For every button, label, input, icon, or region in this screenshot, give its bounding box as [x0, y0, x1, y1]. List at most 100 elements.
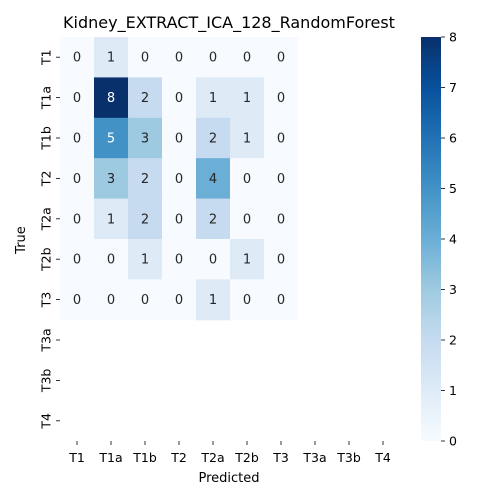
- cell-value: 1: [243, 253, 251, 268]
- x-tick-label: T3: [272, 450, 289, 465]
- heatmap-cell: [94, 198, 129, 240]
- y-tick-label: T1b: [38, 126, 53, 151]
- cell-value: 1: [107, 51, 115, 66]
- cell-value: 0: [243, 51, 251, 66]
- heatmap-cell: [94, 117, 129, 159]
- cell-value: 2: [209, 132, 217, 147]
- heatmap-cell: [60, 198, 95, 240]
- y-tick-label: T3: [38, 292, 53, 309]
- cell-value: 8: [107, 91, 115, 106]
- heatmap-cell: [60, 77, 95, 119]
- heatmap-cell: [128, 158, 163, 200]
- heatmap-cell: [230, 77, 265, 119]
- x-axis-ticks: T1 T1a T1b T2 T2a T2b T3 T3a T3b T4: [68, 441, 391, 465]
- cell-value: 1: [209, 293, 217, 308]
- heatmap-cell: [128, 77, 163, 119]
- heatmap-cell: [230, 239, 265, 280]
- cell-value: 0: [209, 51, 217, 66]
- y-tick-label: T2b: [38, 247, 53, 272]
- cell-value: 0: [107, 253, 115, 268]
- cell-value: 0: [175, 212, 183, 227]
- heatmap-cell: [162, 37, 197, 78]
- cell-value: 0: [277, 253, 285, 268]
- cell-value: 0: [73, 51, 81, 66]
- heatmap-cell: [264, 239, 299, 280]
- heatmap-cell: [60, 158, 95, 200]
- y-tick-label: T3a: [38, 328, 53, 352]
- cell-value: 0: [243, 293, 251, 308]
- cell-value: 0: [73, 253, 81, 268]
- colorbar-tick-label: 6: [449, 131, 457, 146]
- heatmap-cell: [230, 198, 265, 240]
- heatmap-cell: [264, 77, 299, 119]
- heatmap-cell: [230, 279, 265, 321]
- cell-value: 0: [73, 212, 81, 227]
- heatmap-cell: [94, 37, 129, 78]
- cell-value: 0: [209, 253, 217, 268]
- heatmap-cell: [230, 158, 265, 200]
- y-axis-label: True: [14, 226, 29, 255]
- chart-title: Kidney_EXTRACT_ICA_128_RandomForest: [63, 13, 395, 33]
- heatmap-cell: [264, 117, 299, 159]
- y-tick-label: T4: [38, 413, 53, 430]
- colorbar-tick-label: 8: [449, 30, 457, 45]
- cell-value: 0: [141, 293, 149, 308]
- heatmap-cell: [128, 239, 163, 280]
- x-tick-label: T3b: [336, 450, 361, 465]
- heatmap-cell: [162, 279, 197, 321]
- cell-value: 3: [107, 172, 115, 187]
- x-tick-label: T1a: [98, 450, 122, 465]
- cell-value: 0: [141, 51, 149, 66]
- cell-value: 3: [141, 132, 149, 147]
- colorbar-tick-label: 7: [449, 80, 457, 95]
- cell-value: 1: [243, 132, 251, 147]
- x-tick-label: T3a: [302, 450, 326, 465]
- heatmap-cell: [196, 198, 231, 240]
- heatmap-cell: [196, 158, 231, 200]
- cell-value: 0: [107, 293, 115, 308]
- cell-value: 2: [141, 172, 149, 187]
- colorbar-tick-label: 3: [449, 282, 457, 297]
- cell-value: 0: [277, 51, 285, 66]
- cell-value: 0: [243, 172, 251, 187]
- y-tick-label: T1: [38, 49, 53, 66]
- y-tick-label: T2: [38, 171, 53, 188]
- x-tick-label: T4: [374, 450, 391, 465]
- y-tick-label: T2a: [38, 207, 53, 231]
- cell-value: 0: [243, 212, 251, 227]
- cell-value: 2: [209, 212, 217, 227]
- cell-value: 2: [141, 212, 149, 227]
- cell-value: 0: [175, 253, 183, 268]
- heatmap-cell: [264, 198, 299, 240]
- heatmap-cell: [94, 77, 129, 119]
- cell-value: 0: [73, 91, 81, 106]
- heatmap-cell: [196, 279, 231, 321]
- heatmap-cell: [196, 239, 231, 280]
- y-axis-ticks: T1 T1a T1b T2 T2a T2b T3 T3a T3b T4: [38, 49, 60, 430]
- heatmap-cell: [230, 117, 265, 159]
- cell-value: 0: [175, 91, 183, 106]
- cell-value: 0: [277, 91, 285, 106]
- heatmap-cell: [196, 117, 231, 159]
- heatmap-cell: [128, 37, 163, 78]
- heatmap-cell: [162, 239, 197, 280]
- colorbar-ticks: 0 1 2 3 4 5 6 7 8: [441, 30, 457, 449]
- heatmap-cell: [128, 117, 163, 159]
- colorbar-tick-label: 1: [449, 383, 457, 398]
- x-tick-label: T2a: [200, 450, 224, 465]
- cell-value: 2: [141, 91, 149, 106]
- heatmap-cell: [196, 37, 231, 78]
- heatmap-cell: [128, 198, 163, 240]
- heatmap-cell: [162, 117, 197, 159]
- y-tick-label: T3b: [38, 369, 53, 394]
- cell-value: 1: [243, 91, 251, 106]
- cell-value: 0: [277, 293, 285, 308]
- heatmap-cell: [162, 198, 197, 240]
- heatmap-cell: [230, 37, 265, 78]
- cell-value: 0: [175, 172, 183, 187]
- heatmap-cell: [94, 239, 129, 280]
- cell-value: 0: [277, 132, 285, 147]
- heatmap-cell: [128, 279, 163, 321]
